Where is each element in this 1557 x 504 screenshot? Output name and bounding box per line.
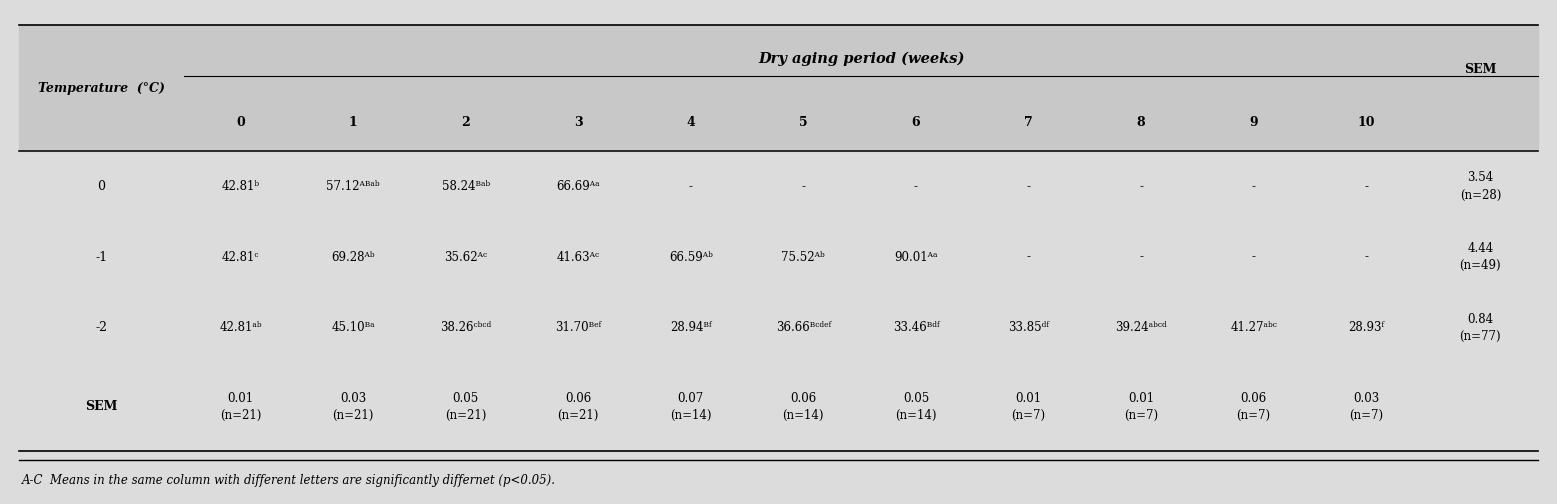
Text: 0.05
(n=21): 0.05 (n=21): [445, 392, 486, 422]
Text: 35.62ᴬᶜ: 35.62ᴬᶜ: [444, 250, 487, 264]
Text: 4.44
(n=49): 4.44 (n=49): [1459, 242, 1501, 272]
Text: SEM: SEM: [86, 401, 118, 413]
Text: -: -: [1252, 250, 1255, 264]
Text: 10: 10: [1358, 116, 1375, 129]
Text: 28.94ᴮᶠ: 28.94ᴮᶠ: [670, 321, 712, 334]
Text: -: -: [1252, 180, 1255, 193]
Text: -: -: [1026, 180, 1031, 193]
Text: 0.84
(n=77): 0.84 (n=77): [1459, 312, 1501, 343]
Text: -: -: [1364, 180, 1369, 193]
Text: 41.63ᴬᶜ: 41.63ᴬᶜ: [557, 250, 599, 264]
Text: 0.06
(n=21): 0.06 (n=21): [557, 392, 599, 422]
Text: 42.81ᵇ: 42.81ᵇ: [221, 180, 260, 193]
Text: 0.03
(n=7): 0.03 (n=7): [1348, 392, 1383, 422]
Text: 66.69ᴬᵃ: 66.69ᴬᵃ: [556, 180, 599, 193]
Text: 0: 0: [237, 116, 244, 129]
Bar: [19, 25, 1538, 151]
Text: 69.28ᴬᵇ: 69.28ᴬᵇ: [332, 250, 375, 264]
Text: Dry aging period (weeks): Dry aging period (weeks): [758, 52, 964, 67]
Text: -2: -2: [95, 321, 107, 334]
Text: SEM: SEM: [1464, 63, 1496, 76]
Text: 45.10ᴮᵃ: 45.10ᴮᵃ: [332, 321, 375, 334]
Text: 0: 0: [98, 180, 106, 193]
Text: 0.07
(n=14): 0.07 (n=14): [670, 392, 712, 422]
Text: 75.52ᴬᵇ: 75.52ᴬᵇ: [782, 250, 825, 264]
Text: 36.66ᴮᶜᵈᵉᶠ: 36.66ᴮᶜᵈᵉᶠ: [775, 321, 831, 334]
Text: -1: -1: [95, 250, 107, 264]
Text: 3: 3: [575, 116, 582, 129]
Text: 1: 1: [349, 116, 358, 129]
Text: 6: 6: [911, 116, 920, 129]
Text: 7: 7: [1025, 116, 1032, 129]
Text: 0.06
(n=7): 0.06 (n=7): [1236, 392, 1271, 422]
Text: 0.01
(n=21): 0.01 (n=21): [220, 392, 262, 422]
Text: -: -: [1140, 180, 1143, 193]
Text: 0.01
(n=7): 0.01 (n=7): [1124, 392, 1158, 422]
Text: 38.26ᶜᵇᶜᵈ: 38.26ᶜᵇᶜᵈ: [441, 321, 492, 334]
Text: 0.06
(n=14): 0.06 (n=14): [783, 392, 824, 422]
Text: -: -: [802, 180, 805, 193]
Text: 5: 5: [799, 116, 808, 129]
Text: 8: 8: [1137, 116, 1146, 129]
Text: 3.54
(n=28): 3.54 (n=28): [1460, 171, 1501, 202]
Text: 33.85ᵈᶠ: 33.85ᵈᶠ: [1007, 321, 1049, 334]
Text: 4: 4: [687, 116, 694, 129]
Text: 39.24ᵃᵇᶜᵈ: 39.24ᵃᵇᶜᵈ: [1115, 321, 1166, 334]
Text: 31.70ᴮᵉᶠ: 31.70ᴮᵉᶠ: [556, 321, 601, 334]
Text: Temperature  (°C): Temperature (°C): [37, 82, 165, 95]
Text: 0.01
(n=7): 0.01 (n=7): [1012, 392, 1045, 422]
Text: 42.81ᵃᵇ: 42.81ᵃᵇ: [220, 321, 262, 334]
Text: 9: 9: [1249, 116, 1258, 129]
Text: A-C  Means in the same column with different letters are significantly differnet: A-C Means in the same column with differ…: [22, 474, 556, 487]
Text: -: -: [1364, 250, 1369, 264]
Text: 41.27ᵃᵇᶜ: 41.27ᵃᵇᶜ: [1230, 321, 1277, 334]
Text: 0.03
(n=21): 0.03 (n=21): [332, 392, 374, 422]
Text: 90.01ᴬᵃ: 90.01ᴬᵃ: [894, 250, 937, 264]
Text: 58.24ᴮᵃᵇ: 58.24ᴮᵃᵇ: [442, 180, 490, 193]
Text: 2: 2: [461, 116, 470, 129]
Text: -: -: [914, 180, 919, 193]
Text: 66.59ᴬᵇ: 66.59ᴬᵇ: [670, 250, 713, 264]
Text: 57.12ᴬᴮᵃᵇ: 57.12ᴬᴮᵃᵇ: [327, 180, 380, 193]
Text: -: -: [1140, 250, 1143, 264]
Text: -: -: [688, 180, 693, 193]
Text: 28.93ᶠ: 28.93ᶠ: [1348, 321, 1384, 334]
Text: 0.05
(n=14): 0.05 (n=14): [895, 392, 937, 422]
Text: 33.46ᴮᵈᶠ: 33.46ᴮᵈᶠ: [892, 321, 939, 334]
Text: -: -: [1026, 250, 1031, 264]
Text: 42.81ᶜ: 42.81ᶜ: [221, 250, 260, 264]
